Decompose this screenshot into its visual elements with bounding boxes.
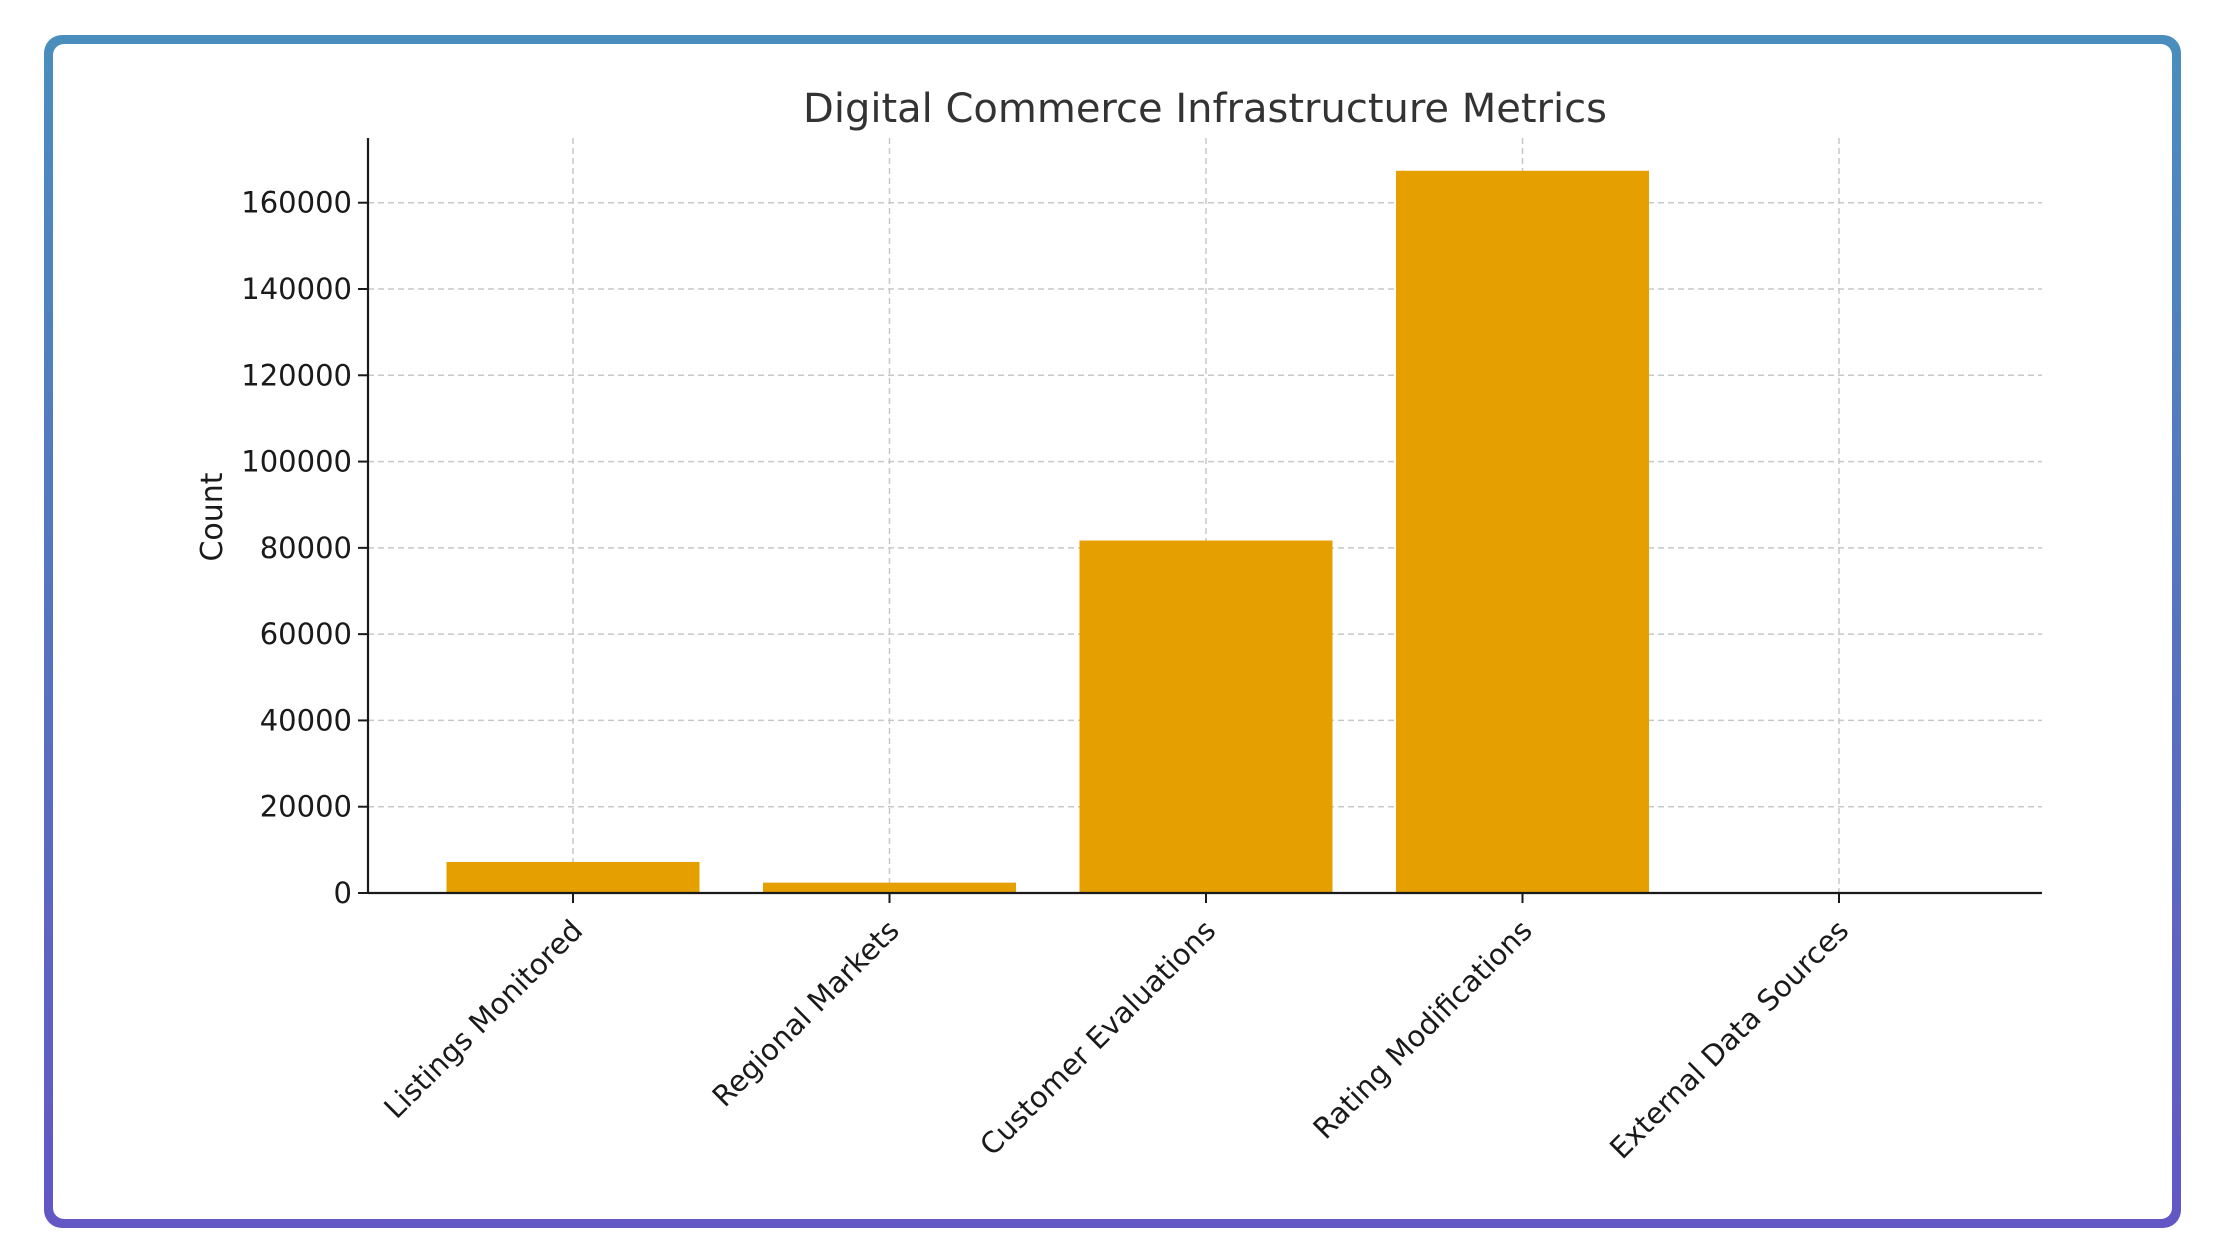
bars-layer	[446, 170, 1649, 893]
x-tick-label: Rating Modifications	[1306, 913, 1538, 1145]
y-tick-label: 160000	[241, 186, 352, 220]
y-tick-label: 140000	[241, 272, 352, 306]
x-tick-label: Regional Markets	[706, 913, 906, 1113]
x-tick-label: Listings Monitored	[377, 913, 589, 1125]
y-tick-label: 100000	[241, 445, 352, 479]
y-tick-label: 0	[334, 876, 352, 910]
x-tick-label: Customer Evaluations	[973, 913, 1222, 1162]
y-tick-label: 20000	[260, 790, 352, 824]
bar-rating-modifications	[1396, 170, 1649, 893]
bar-customer-evaluations	[1079, 540, 1333, 893]
y-tick-label: 120000	[241, 358, 352, 392]
y-tick-label: 60000	[260, 617, 352, 651]
x-tick-label: External Data Sources	[1603, 913, 1855, 1165]
y-tick-label: 40000	[260, 703, 352, 737]
axes-layer	[358, 138, 2042, 903]
bar-listings-monitored	[446, 861, 700, 893]
chart-title: Digital Commerce Infrastructure Metrics	[803, 86, 1607, 132]
y-tick-label: 80000	[260, 531, 352, 565]
bar-regional-markets	[763, 882, 1016, 893]
y-axis-label: Count	[195, 472, 230, 561]
